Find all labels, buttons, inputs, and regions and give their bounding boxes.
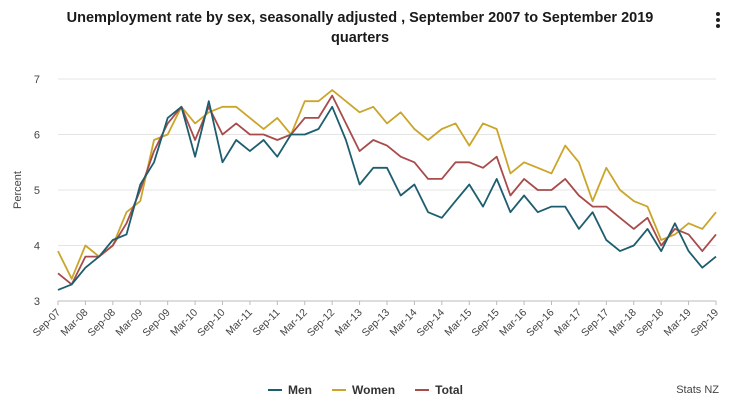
y-tick-label: 7	[34, 74, 40, 86]
x-tick-label: Sep-17	[579, 307, 612, 340]
x-tick-label: Mar-18	[607, 307, 639, 339]
y-tick-label: 6	[34, 130, 40, 142]
y-tick-label: 4	[34, 241, 40, 253]
x-tick-label: Sep-12	[305, 307, 338, 340]
x-tick-label: Sep-14	[415, 307, 448, 340]
chart-title-line1: Unemployment rate by sex, seasonally adj…	[66, 10, 654, 26]
x-tick-label: Mar-08	[59, 307, 91, 339]
y-tick-label: 5	[34, 185, 40, 197]
y-tick-label: 3	[34, 296, 40, 308]
x-tick-label: Sep-16	[524, 307, 557, 340]
source-credit: Stats NZ	[676, 384, 719, 396]
legend-swatch	[415, 389, 430, 391]
legend: Men Women Total	[268, 383, 463, 397]
x-tick-label: Mar-13	[333, 307, 365, 339]
x-tick-label: Sep-15	[469, 307, 502, 340]
x-tick-label: Sep-13	[360, 307, 393, 340]
series-lines	[57, 89, 717, 291]
series-line-women	[57, 89, 717, 280]
x-tick-label: Mar-15	[442, 307, 474, 339]
legend-item-total[interactable]: Total	[415, 383, 463, 397]
legend-item-women[interactable]: Women	[332, 383, 395, 397]
x-tick-label: Sep-09	[140, 307, 173, 340]
legend-label: Women	[352, 383, 396, 397]
chart-title: Unemployment rate by sex, seasonally adj…	[40, 8, 680, 48]
x-tick-label: Mar-10	[168, 307, 200, 339]
grid-lines	[58, 78, 716, 302]
x-tick-label: Mar-17	[552, 307, 584, 339]
series-line-men	[57, 100, 717, 291]
legend-swatch	[268, 389, 282, 391]
series-line-total	[57, 94, 717, 286]
x-tick-label: Sep-19	[689, 307, 722, 340]
x-tick-label: Mar-12	[278, 307, 310, 339]
legend-item-men[interactable]: Men	[268, 383, 312, 397]
x-tick-label: Mar-11	[224, 307, 256, 339]
x-tick-label: Sep-08	[86, 307, 119, 340]
legend-label: Men	[288, 383, 312, 397]
x-tick-label: Mar-16	[497, 307, 529, 339]
legend-swatch	[332, 389, 346, 391]
x-tick-label: Mar-09	[113, 307, 145, 339]
x-tick-label: Mar-19	[662, 307, 694, 339]
vertical-ellipsis-icon[interactable]	[712, 10, 724, 32]
y-axis: 3 4 5 6 7	[34, 74, 40, 308]
x-tick-label: Mar-14	[388, 307, 420, 339]
x-tick-label: Sep-07	[31, 307, 64, 340]
x-tick-label: Sep-10	[195, 307, 228, 340]
y-axis-label: Percent	[12, 171, 24, 209]
chart-title-line2: quarters	[330, 30, 390, 46]
legend-label: Total	[435, 383, 463, 397]
x-tick-label: Sep-11	[251, 307, 283, 339]
x-tick-label: Sep-18	[634, 307, 667, 340]
x-axis: Sep-07Mar-08Sep-08Mar-09Sep-09Mar-10Sep-…	[31, 301, 722, 340]
